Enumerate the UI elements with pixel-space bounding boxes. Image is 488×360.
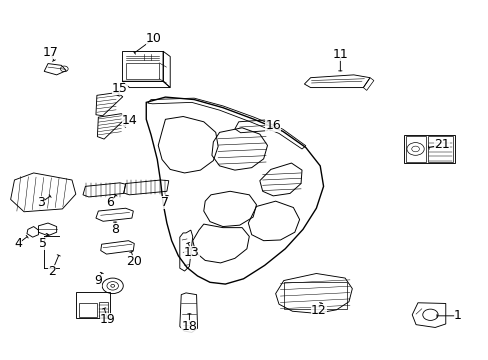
Bar	[76, 292, 110, 318]
Text: 16: 16	[265, 119, 281, 132]
Text: 20: 20	[126, 255, 142, 267]
Bar	[99, 302, 108, 316]
Text: 8: 8	[111, 223, 119, 236]
Text: 19: 19	[100, 313, 116, 326]
Text: 2: 2	[48, 265, 56, 278]
Bar	[405, 136, 425, 162]
Bar	[427, 136, 452, 162]
Text: 15: 15	[112, 82, 127, 95]
Bar	[403, 135, 454, 163]
Text: 13: 13	[183, 246, 199, 259]
Text: 6: 6	[106, 197, 114, 210]
Bar	[125, 63, 159, 79]
Text: 17: 17	[42, 46, 58, 59]
Text: 4: 4	[14, 237, 22, 250]
Text: 11: 11	[332, 48, 347, 61]
Text: 5: 5	[39, 237, 47, 250]
Text: 1: 1	[453, 309, 461, 322]
Bar	[79, 303, 97, 316]
Bar	[283, 282, 346, 309]
Text: 3: 3	[37, 197, 45, 210]
Bar	[122, 51, 163, 81]
Text: 10: 10	[145, 32, 161, 45]
Text: 18: 18	[181, 320, 197, 333]
Text: 14: 14	[122, 113, 137, 126]
Text: 7: 7	[161, 197, 169, 210]
Text: 9: 9	[94, 274, 102, 287]
Text: 12: 12	[310, 304, 326, 317]
Text: 21: 21	[433, 138, 449, 151]
